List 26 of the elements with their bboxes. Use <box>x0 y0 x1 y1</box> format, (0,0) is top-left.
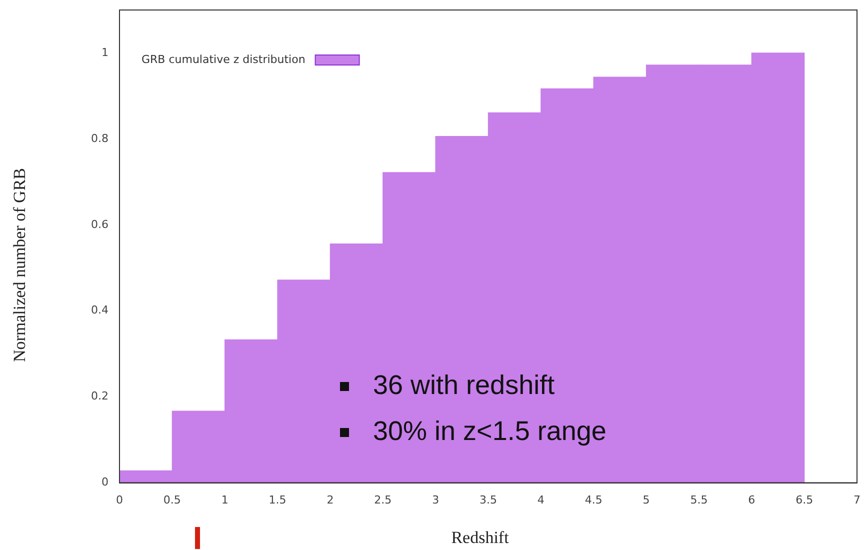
y-tick-label: 0.4 <box>90 304 108 317</box>
x-axis-title: Redshift <box>450 528 510 548</box>
x-tick-label: 3.5 <box>479 493 497 506</box>
x-tick-label: 6.5 <box>796 493 814 506</box>
y-tick-label: 1 <box>101 46 108 59</box>
y-tick-label: 0.6 <box>90 218 108 231</box>
x-tick-label: 3 <box>432 493 440 506</box>
x-tick-label: 0.5 <box>163 493 181 506</box>
annotation: 30% in z<1.5 range <box>373 416 606 446</box>
annotation: 36 with redshift <box>373 370 555 400</box>
legend-label: GRB cumulative z distribution <box>141 52 306 66</box>
x-tick-label: 5 <box>642 493 650 506</box>
x-tick-label: 4.5 <box>584 493 602 506</box>
x-tick-label: 0 <box>116 493 123 506</box>
x-tick-label: 1.5 <box>268 493 286 506</box>
y-axis-title: Normalized number of GRB <box>10 166 30 364</box>
x-tick-label: 5.5 <box>690 493 708 506</box>
y-tick-label: 0 <box>101 476 108 489</box>
x-tick-label: 2.5 <box>374 493 392 506</box>
x-tick-label: 7 <box>854 493 860 506</box>
x-tick-label: 1 <box>221 493 228 506</box>
x-tick-label: 2 <box>326 493 334 506</box>
x-tick-label: 4 <box>537 493 544 506</box>
y-tick-label: 0.2 <box>90 390 108 403</box>
y-tick-label: 0.8 <box>90 132 108 145</box>
x-tick-label: 6 <box>748 493 756 506</box>
